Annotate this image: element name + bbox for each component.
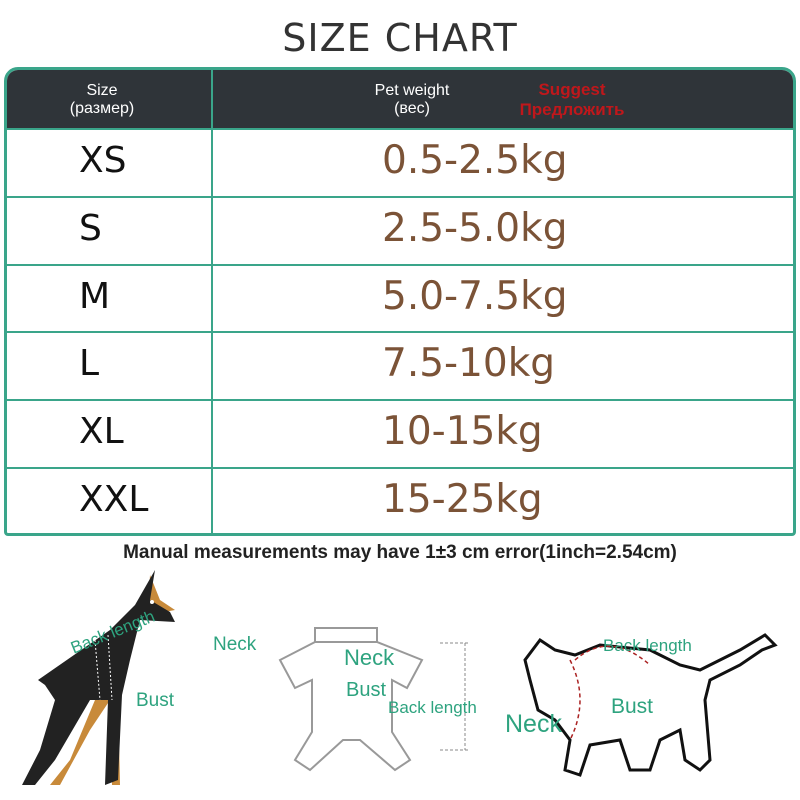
header-size-label: Size xyxy=(86,82,118,99)
weight-cell: 2.5-5.0kg xyxy=(382,205,568,251)
cat-back-length-label: Back length xyxy=(603,636,692,655)
size-cell: XL xyxy=(79,411,124,453)
table-row: XS 0.5-2.5kg xyxy=(7,130,793,198)
garment-back-length-label: Back length xyxy=(388,698,477,717)
measurement-note: Manual measurements may have 1±3 cm erro… xyxy=(123,542,677,563)
table-row: M 5.0-7.5kg xyxy=(7,265,793,334)
table-row: XXL 15-25kg xyxy=(7,468,793,533)
size-cell: XS xyxy=(79,140,127,181)
weight-cell: 15-25kg xyxy=(382,476,543,522)
table-row: L 7.5-10kg xyxy=(7,333,793,402)
table-header: Size (размер) Pet weight (вес) Suggest П… xyxy=(7,70,793,130)
weight-cell: 5.0-7.5kg xyxy=(382,273,568,319)
table-row: S 2.5-5.0kg xyxy=(7,197,793,266)
table-row: XL 10-15kg xyxy=(7,401,793,469)
header-size-ru: (размер) xyxy=(69,100,135,117)
header-weight-ru: (вес) xyxy=(394,100,430,117)
column-divider xyxy=(211,70,213,128)
size-cell: L xyxy=(79,343,100,385)
garment-illustration xyxy=(278,627,470,772)
weight-cell: 0.5-2.5kg xyxy=(382,138,568,183)
page-title: SIZE CHART xyxy=(282,16,518,60)
dog-neck-label: Neck xyxy=(213,634,257,655)
size-cell: XXL xyxy=(79,478,149,520)
dog-bust-label: Bust xyxy=(136,690,175,711)
size-table: Size (размер) Pet weight (вес) Suggest П… xyxy=(4,67,796,536)
dog-illustration xyxy=(22,570,175,785)
weight-cell: 10-15kg xyxy=(382,409,543,455)
size-cell: M xyxy=(79,275,111,317)
cat-neck-label: Neck xyxy=(505,710,562,738)
garment-neck-label: Neck xyxy=(344,645,395,670)
header-suggest: Suggest Предложить xyxy=(507,80,637,120)
garment-bust-label: Bust xyxy=(346,679,387,701)
header-size: Size (размер) xyxy=(47,82,157,118)
weight-cell: 7.5-10kg xyxy=(382,341,556,387)
size-cell: S xyxy=(79,207,102,249)
cat-bust-label: Bust xyxy=(611,695,654,718)
header-weight: Pet weight (вес) xyxy=(357,82,467,118)
cat-illustration xyxy=(523,633,778,777)
suggest-label: Suggest xyxy=(538,80,606,99)
suggest-ru: Предложить xyxy=(519,100,625,119)
header-weight-label: Pet weight xyxy=(374,82,450,99)
